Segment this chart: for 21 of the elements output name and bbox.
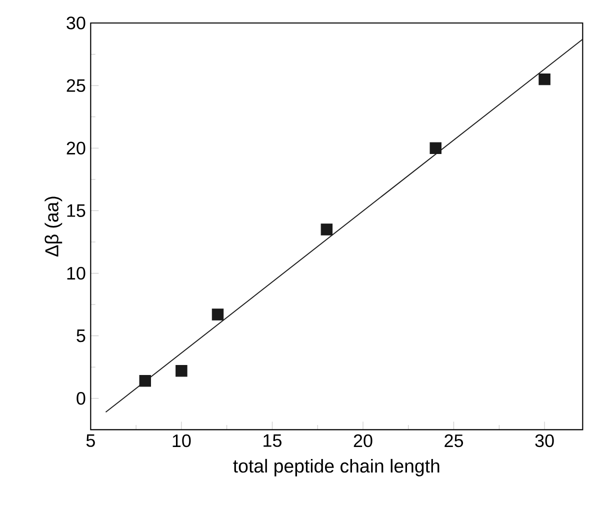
x-tick-label: 25 [444, 434, 464, 448]
x-tick-label: 10 [172, 434, 191, 448]
x-tick-label: 20 [354, 434, 372, 448]
y-axis-title: Δβ (aa) [44, 196, 62, 257]
y-tick-label: 20 [66, 142, 86, 154]
y-tick-label: 30 [66, 16, 86, 30]
x-tick-label: 5 [86, 434, 95, 447]
x-tick-label: 15 [264, 434, 282, 447]
point [212, 308, 224, 320]
point [176, 364, 188, 377]
point [538, 73, 550, 86]
point [430, 142, 442, 154]
point [139, 374, 152, 387]
y-tick-label: 15 [67, 204, 86, 217]
y-tick-label: 5 [76, 330, 86, 342]
point [320, 224, 333, 236]
y-tick-label: 25 [66, 79, 86, 92]
y-tick-label: 0 [76, 392, 86, 405]
y-tick-label: 10 [67, 266, 86, 280]
x-axis-title: total peptide chain length [233, 458, 440, 476]
x-tick-label: 30 [535, 434, 554, 448]
